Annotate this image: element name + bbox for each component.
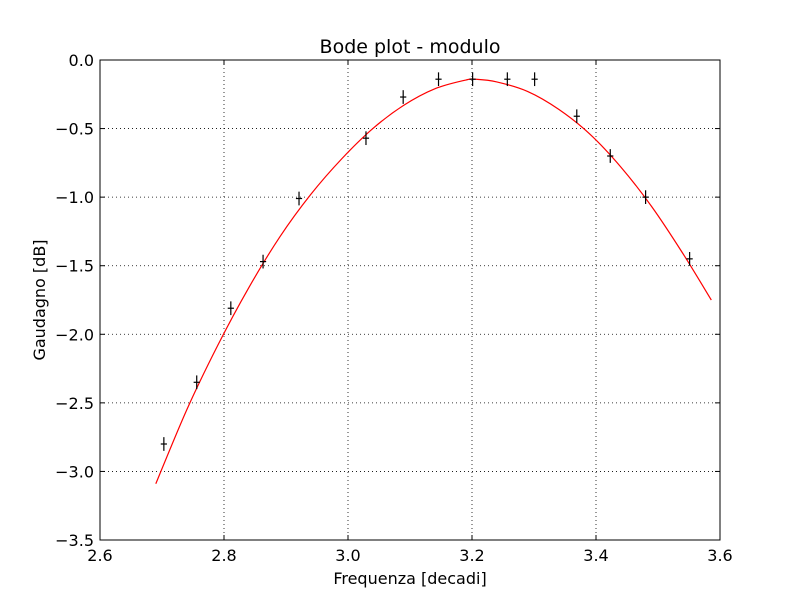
x-tick-label: 3.2 [459,546,484,565]
data-point [686,252,693,266]
x-tick-label: 2.8 [211,546,236,565]
data-point [504,72,511,87]
data-point [607,149,614,163]
fit-curve-line [155,78,712,485]
y-tick-label: −3.5 [55,531,94,550]
y-tick-label: 0.0 [69,51,94,70]
y-tick-label: −0.5 [55,120,94,139]
y-axis-title: Gaudagno [dB] [30,239,49,360]
y-tick-label: −1.5 [55,257,94,276]
data-point [259,254,267,269]
x-tick-label: 2.6 [87,546,112,565]
data-point [531,72,538,87]
data-point [193,375,200,390]
x-tick-label: 3.4 [583,546,608,565]
data-point [469,72,476,87]
data-point [435,72,442,87]
data-point [573,109,580,124]
y-tick-label: −3.0 [55,462,94,481]
data-point [160,437,167,451]
y-tick-label: −2.0 [55,325,94,344]
y-tick-label: −1.0 [55,188,94,207]
y-tick-label: −2.5 [55,394,94,413]
data-point [642,190,649,204]
data-point [227,301,234,316]
x-tick-label: 3.0 [335,546,360,565]
data-point [400,90,407,104]
chart-title: Bode plot - modulo [320,36,501,58]
data-points-layer [160,72,693,451]
x-tick-label: 3.6 [707,546,732,565]
x-axis-title: Frequenza [decadi] [333,569,486,588]
data-point [295,191,303,206]
fit-curve-layer [155,78,712,485]
plot-frame [99,59,721,541]
data-point [362,131,370,146]
ticks: 2.6 2.8 3.0 3.2 3.4 3.6 0.0 −0.5 −1.0 −1.5 −2.0 −2.… [55,51,733,565]
